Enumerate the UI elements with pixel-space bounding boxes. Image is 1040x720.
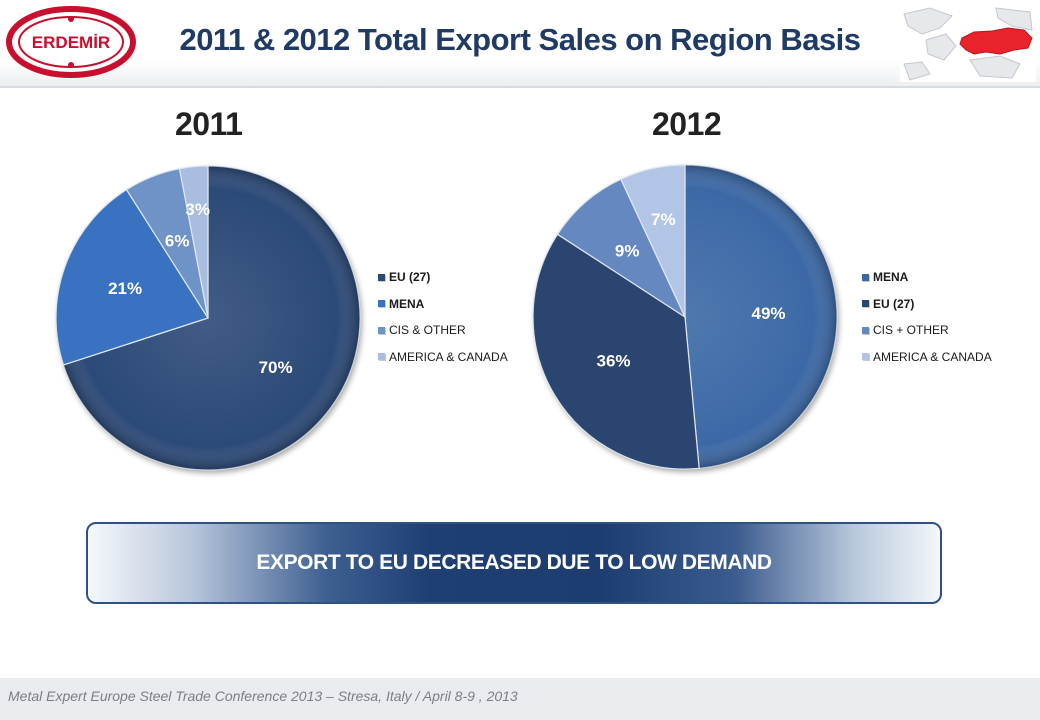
legend-swatch (378, 353, 385, 361)
pie-slice-america-canada (620, 164, 686, 318)
legend-2011: EU (27) MENA CIS & OTHER AMERICA & CANADA (378, 264, 508, 370)
logo-text: ERDEMİR (32, 33, 110, 52)
footer: Metal Expert Europe Steel Trade Conferen… (0, 678, 1040, 720)
legend-label: MENA (389, 296, 425, 311)
page-title: 2011 & 2012 Total Export Sales on Region… (179, 22, 861, 57)
erdemir-logo: ERDEMİR (6, 6, 136, 78)
data-label-cis-other: 9% (615, 242, 640, 261)
legend-label: CIS + OTHER (873, 323, 949, 338)
pie-slice-eu-27 (532, 233, 700, 470)
legend-label: EU (27) (873, 296, 915, 311)
legend-item-cis-other: CIS + OTHER (862, 317, 992, 344)
data-label-mena: 21% (108, 279, 142, 298)
legend-item-mena: MENA (862, 264, 992, 291)
chart-title-2012: 2012 (652, 106, 722, 142)
callout-banner: EXPORT TO EU DECREASED DUE TO LOW DEMAND (86, 522, 942, 604)
footer-text: Metal Expert Europe Steel Trade Conferen… (8, 688, 518, 704)
data-label-america-canada: 7% (651, 210, 676, 229)
legend-item-eu-27: EU (27) (378, 264, 508, 291)
legend-swatch (378, 300, 385, 308)
data-label-mena: 49% (751, 304, 785, 323)
legend-item-mena: MENA (378, 291, 508, 318)
data-label-eu-27: 36% (596, 351, 630, 370)
chart-title-2011: 2011 (175, 106, 243, 142)
legend-swatch (862, 300, 869, 308)
banner-text: EXPORT TO EU DECREASED DUE TO LOW DEMAND (256, 551, 772, 574)
data-label-cis-other: 6% (165, 231, 190, 250)
pie-slice-mena (55, 188, 209, 366)
legend-item-america-canada: AMERICA & CANADA (862, 344, 992, 371)
pie-chart-2011: 70% 21% 6% 3% (55, 165, 361, 471)
data-label-eu-27: 70% (259, 358, 293, 377)
turkey-shape (959, 27, 1033, 55)
legend-label: CIS & OTHER (389, 323, 466, 338)
pie-chart-2012: 49% 36% 9% 7% (532, 164, 838, 470)
legend-label: AMERICA & CANADA (873, 349, 992, 364)
header: ERDEMİR 2011 & 2012 Total Export Sales o… (0, 0, 1040, 88)
legend-swatch (862, 326, 869, 334)
legend-label: EU (27) (389, 270, 431, 285)
pie-slice-america-canada (178, 165, 209, 319)
legend-swatch (862, 353, 869, 361)
turkey-map-icon (900, 4, 1036, 82)
legend-label: MENA (873, 270, 909, 285)
legend-swatch (378, 326, 385, 334)
legend-item-eu-27: EU (27) (862, 291, 992, 318)
legend-2012: MENA EU (27) CIS + OTHER AMERICA & CANADA (862, 264, 992, 370)
legend-label: AMERICA & CANADA (389, 349, 508, 364)
legend-swatch (378, 273, 385, 281)
legend-swatch (862, 273, 869, 281)
data-label-america-canada: 3% (185, 200, 210, 219)
legend-item-cis-other: CIS & OTHER (378, 317, 508, 344)
legend-item-america-canada: AMERICA & CANADA (378, 344, 508, 371)
pie-slice-cis-other (556, 178, 687, 319)
